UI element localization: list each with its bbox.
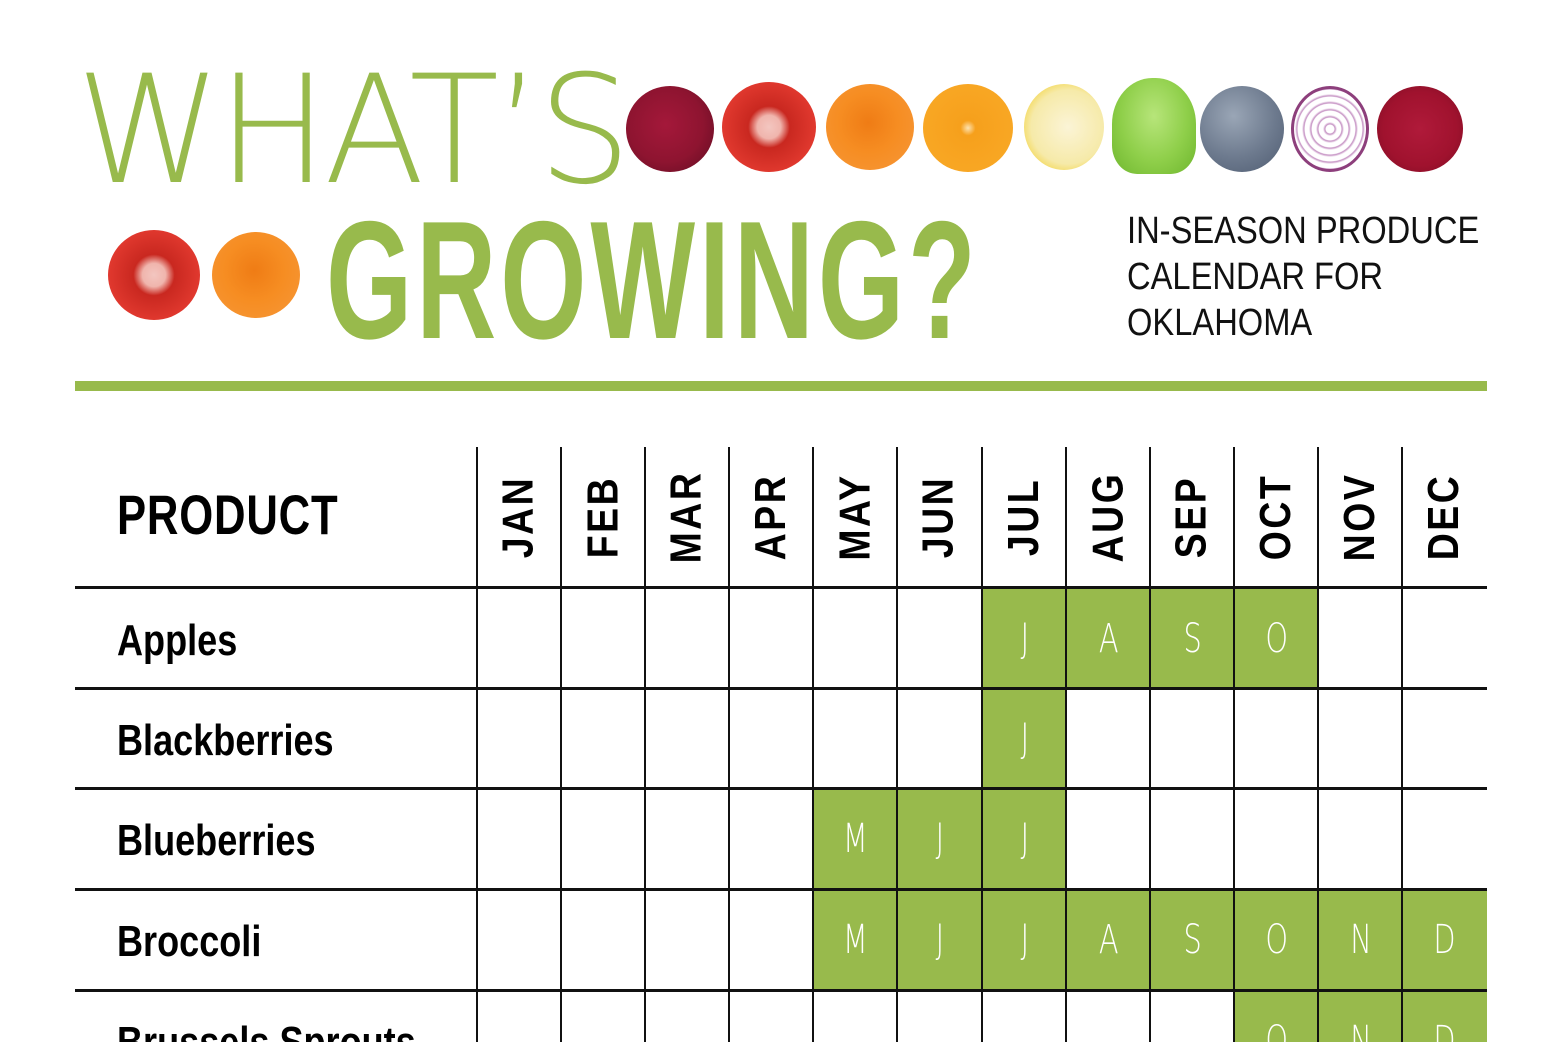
title-whats: WHAT’S bbox=[76, 44, 631, 218]
tomato-slice-icon bbox=[722, 82, 816, 172]
in-season-cell: J bbox=[982, 688, 1067, 789]
grid-line bbox=[1065, 447, 1067, 1042]
grid-line bbox=[1149, 447, 1151, 1042]
lettuce-leaf-icon bbox=[1112, 78, 1196, 174]
subtitle-line-3: OKLAHOMA bbox=[1127, 302, 1313, 344]
row-label-apples: Apples bbox=[117, 616, 238, 665]
month-header-mar: MAR bbox=[662, 470, 712, 564]
grid-line bbox=[728, 447, 730, 1042]
row-label-blueberries: Blueberries bbox=[117, 816, 316, 865]
month-header-feb: FEB bbox=[578, 475, 627, 559]
in-season-cell: J bbox=[982, 889, 1067, 990]
blueberry-icon bbox=[1200, 86, 1284, 172]
beet-slice-icon bbox=[1377, 86, 1463, 172]
red-onion-slice-icon bbox=[1291, 86, 1369, 172]
in-season-cell: J bbox=[982, 788, 1067, 889]
in-season-cell: S bbox=[1150, 588, 1235, 689]
grid-line bbox=[812, 447, 814, 1042]
row-label-broccoli: Broccoli bbox=[117, 917, 262, 966]
month-header-dec: DEC bbox=[1419, 473, 1468, 561]
in-season-cell: A bbox=[1066, 588, 1151, 689]
in-season-cell: M bbox=[813, 889, 898, 990]
tomato-slice-icon bbox=[108, 230, 200, 320]
grid-line bbox=[644, 447, 646, 1042]
in-season-cell: O bbox=[1234, 588, 1319, 689]
grid-line bbox=[1233, 447, 1235, 1042]
month-header-jan: JAN bbox=[494, 475, 543, 559]
grid-line bbox=[75, 888, 1487, 891]
grid-line bbox=[75, 687, 1487, 690]
row-label-blackberries: Blackberries bbox=[117, 716, 334, 765]
in-season-cell: J bbox=[897, 788, 983, 889]
in-season-cell: M bbox=[813, 788, 898, 889]
subtitle-line-1: IN-SEASON PRODUCE bbox=[1127, 210, 1480, 252]
product-column-header: PRODUCT bbox=[117, 483, 339, 546]
month-header-aug: AUG bbox=[1083, 471, 1132, 563]
title-growing: GROWING? bbox=[326, 186, 980, 374]
carrot-slice-icon bbox=[212, 232, 300, 318]
carrot-slice-icon bbox=[826, 84, 914, 170]
in-season-cell: J bbox=[982, 588, 1067, 689]
month-header-jul: JUL bbox=[999, 477, 1048, 557]
in-season-cell: N bbox=[1318, 990, 1403, 1042]
grid-line bbox=[476, 447, 478, 1042]
in-season-cell: O bbox=[1234, 990, 1319, 1042]
month-header-oct: OCT bbox=[1251, 473, 1301, 561]
in-season-cell: O bbox=[1234, 889, 1319, 990]
grid-line bbox=[896, 447, 898, 1042]
header-divider bbox=[75, 381, 1487, 391]
in-season-cell: S bbox=[1150, 889, 1235, 990]
grid-line bbox=[1317, 447, 1319, 1042]
month-header-jun: JUN bbox=[914, 475, 963, 559]
in-season-cell: J bbox=[897, 889, 983, 990]
grid-line bbox=[75, 787, 1487, 790]
month-header-sep: SEP bbox=[1167, 475, 1217, 559]
subtitle-line-2: CALENDAR FOR bbox=[1127, 256, 1384, 298]
subtitle: IN-SEASON PRODUCE CALENDAR FOR OKLAHOMA bbox=[1127, 208, 1480, 346]
grid-line bbox=[560, 447, 562, 1042]
banana-slice-icon bbox=[1024, 84, 1104, 170]
beet-slice-icon bbox=[626, 86, 714, 172]
grid-line bbox=[75, 989, 1487, 992]
in-season-cell: D bbox=[1402, 889, 1487, 990]
month-header-apr: APR bbox=[746, 473, 795, 561]
in-season-cell: N bbox=[1318, 889, 1403, 990]
grid-line bbox=[75, 586, 1487, 589]
grid-line bbox=[981, 447, 983, 1042]
in-season-cell: D bbox=[1402, 990, 1487, 1042]
row-label-brussels-sprouts: Brussels Sprouts bbox=[117, 1021, 416, 1042]
in-season-cell: A bbox=[1066, 889, 1151, 990]
month-header-may: MAY bbox=[830, 473, 879, 561]
month-header-nov: NOV bbox=[1335, 472, 1385, 562]
grid-line bbox=[1401, 447, 1403, 1042]
orange-slice-icon bbox=[923, 84, 1013, 172]
